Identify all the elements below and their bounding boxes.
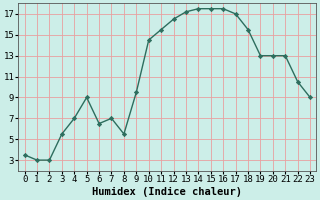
X-axis label: Humidex (Indice chaleur): Humidex (Indice chaleur)	[92, 186, 242, 197]
